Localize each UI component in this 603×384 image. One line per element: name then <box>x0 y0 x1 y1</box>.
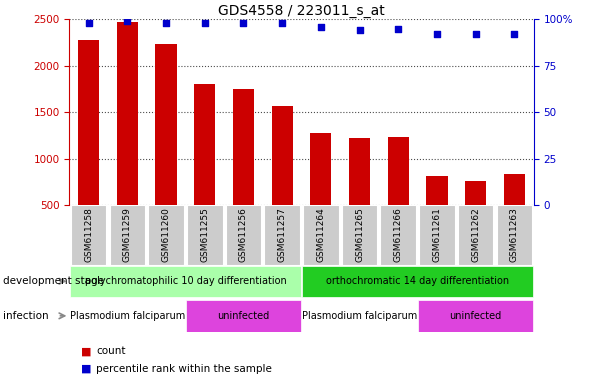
Point <box>471 31 481 37</box>
Bar <box>426 175 447 252</box>
Bar <box>78 40 99 252</box>
Bar <box>388 137 409 252</box>
Text: GSM611265: GSM611265 <box>355 207 364 262</box>
Text: GSM611255: GSM611255 <box>200 207 209 262</box>
Bar <box>148 205 184 265</box>
Bar <box>186 300 301 331</box>
Text: GSM611263: GSM611263 <box>510 207 519 262</box>
Text: percentile rank within the sample: percentile rank within the sample <box>96 364 273 374</box>
Text: ■: ■ <box>81 346 92 356</box>
Bar <box>310 133 332 252</box>
Text: infection: infection <box>3 311 49 321</box>
Point <box>510 31 519 37</box>
Bar <box>233 89 254 252</box>
Bar <box>380 205 416 265</box>
Bar <box>264 205 300 265</box>
Bar <box>302 300 417 331</box>
Bar <box>496 205 532 265</box>
Text: GSM611257: GSM611257 <box>277 207 286 262</box>
Bar <box>504 174 525 252</box>
Bar <box>194 84 215 252</box>
Text: GSM611262: GSM611262 <box>471 207 480 262</box>
Bar <box>458 205 493 265</box>
Text: GSM611256: GSM611256 <box>239 207 248 262</box>
Bar <box>71 205 107 265</box>
Bar <box>419 205 455 265</box>
Text: GSM611266: GSM611266 <box>394 207 403 262</box>
Text: development stage: development stage <box>3 276 104 286</box>
Bar <box>156 44 177 252</box>
Bar <box>117 22 138 252</box>
Point <box>200 20 210 26</box>
Text: Plasmodium falciparum: Plasmodium falciparum <box>302 311 417 321</box>
Text: GSM611259: GSM611259 <box>123 207 132 262</box>
Bar <box>187 205 223 265</box>
Point <box>122 18 132 24</box>
Text: GSM611258: GSM611258 <box>84 207 93 262</box>
Bar <box>418 300 533 331</box>
Text: uninfected: uninfected <box>217 311 270 321</box>
Text: GSM611261: GSM611261 <box>432 207 441 262</box>
Point <box>84 20 93 26</box>
Text: uninfected: uninfected <box>449 311 502 321</box>
Bar <box>342 205 377 265</box>
Bar <box>303 205 339 265</box>
Point <box>316 23 326 30</box>
Point <box>277 20 287 26</box>
Bar <box>349 138 370 252</box>
Bar <box>70 300 185 331</box>
Text: orthochromatic 14 day differentiation: orthochromatic 14 day differentiation <box>326 276 509 286</box>
Point <box>161 20 171 26</box>
Text: Plasmodium falciparum: Plasmodium falciparum <box>70 311 185 321</box>
Bar <box>70 266 301 297</box>
Title: GDS4558 / 223011_s_at: GDS4558 / 223011_s_at <box>218 4 385 18</box>
Point <box>355 27 364 33</box>
Text: GSM611264: GSM611264 <box>317 207 326 262</box>
Text: polychromatophilic 10 day differentiation: polychromatophilic 10 day differentiatio… <box>84 276 286 286</box>
Text: ■: ■ <box>81 364 92 374</box>
Point <box>432 31 442 37</box>
Point <box>239 20 248 26</box>
Bar <box>271 106 293 252</box>
Text: count: count <box>96 346 126 356</box>
Text: GSM611260: GSM611260 <box>162 207 171 262</box>
Point <box>393 25 403 31</box>
Bar <box>465 181 486 252</box>
Bar <box>226 205 261 265</box>
Bar <box>110 205 145 265</box>
Bar <box>302 266 533 297</box>
